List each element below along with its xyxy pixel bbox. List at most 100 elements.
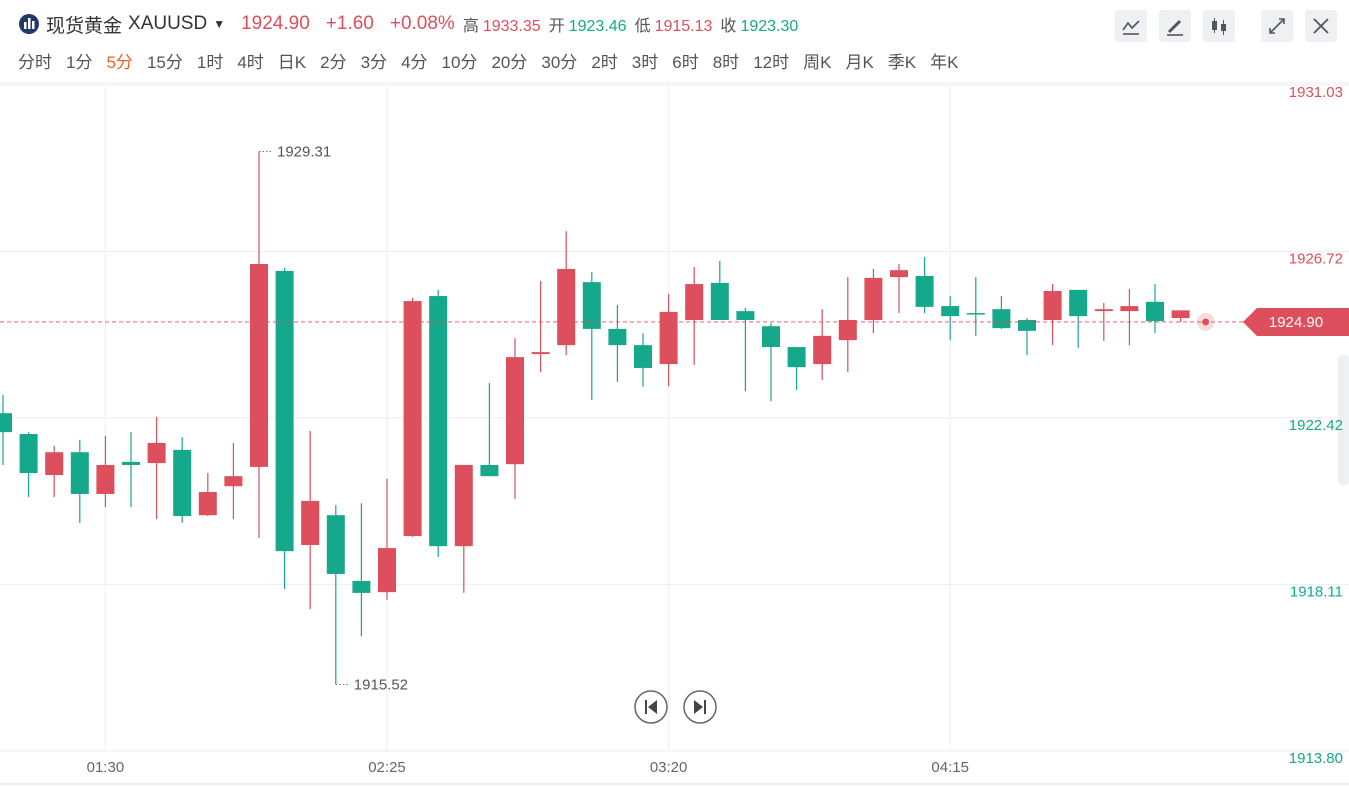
timeframe-tab[interactable]: 4分	[401, 53, 428, 72]
candle-body	[45, 452, 64, 476]
x-tick-label: 02:25	[368, 759, 406, 776]
candle-body	[301, 500, 320, 545]
change: +1.60	[325, 13, 374, 34]
timeframe-tab[interactable]: 季K	[887, 53, 917, 72]
timeframe-tab[interactable]: 年K	[930, 53, 959, 72]
last-price-tag	[1243, 307, 1349, 336]
candle-body	[1018, 320, 1036, 331]
candle-body	[122, 461, 140, 465]
candle-body	[1094, 309, 1113, 312]
candle-body	[480, 464, 499, 477]
dropdown[interactable]: ▼	[213, 17, 226, 31]
timeframe-tabs: 分时 1分 5分 15分 1时 4时 日K 2分 3分 4分 10分 20分 30分 2时 3时 6时 8时 12…	[18, 48, 972, 73]
y-tick-label: 1926.72	[1289, 251, 1343, 268]
candle-body	[531, 352, 550, 355]
candle-body	[275, 270, 294, 552]
fullscreen-button[interactable]	[1261, 10, 1293, 42]
prev-button[interactable]	[634, 690, 668, 724]
timeframe-tab[interactable]: 6时	[672, 53, 699, 72]
candle-body	[506, 357, 524, 465]
candle-body	[710, 282, 729, 321]
stat: 收 1923.30	[720, 18, 798, 35]
candle-body	[326, 515, 345, 574]
timeframe-tab[interactable]: 1时	[196, 53, 224, 72]
timeframe-tab[interactable]: 周K	[803, 53, 832, 72]
y-tick-label: 1918.11	[1290, 583, 1343, 600]
timeframe-tab[interactable]: 12时	[753, 53, 790, 72]
timeframe-tab[interactable]: 3时	[631, 53, 659, 72]
timeframe-tab[interactable]: 3分	[360, 53, 388, 72]
candle-body	[787, 347, 806, 368]
candle-body	[736, 311, 755, 321]
draw-button[interactable]	[1159, 10, 1191, 42]
timeframe-tab[interactable]: 1分	[66, 53, 93, 72]
timeframe-tab[interactable]: 15分	[146, 53, 183, 72]
change-pct: +0.08%	[389, 13, 455, 34]
timeframe-tab[interactable]: 日K	[277, 53, 307, 72]
candle-body	[1069, 289, 1088, 317]
toolbar	[1103, 10, 1337, 42]
symbol[interactable]: XAUUSD	[128, 13, 208, 34]
timeframe-tab[interactable]: 8时	[712, 53, 740, 72]
candle-body	[1120, 306, 1139, 312]
scroll-handle[interactable]	[1338, 355, 1349, 485]
x-tick-label: 01:30	[87, 759, 125, 776]
stat: 低 1915.13	[635, 18, 713, 35]
timeframe-tab[interactable]: 5分	[106, 53, 133, 72]
chart-type-button[interactable]	[1203, 10, 1235, 42]
stats: 高 1933.35 开 1923.46 低 1915.13 收 1923.30	[455, 12, 798, 37]
candle-body	[864, 277, 883, 321]
candle-body	[96, 464, 115, 494]
candle-body	[992, 309, 1011, 329]
close-button[interactable]	[1305, 10, 1337, 42]
candle-body	[762, 326, 780, 348]
candle-body	[198, 492, 217, 516]
stat: 高 1933.35	[463, 18, 541, 35]
stat-value: 1933.35	[482, 17, 541, 35]
stat: 开 1923.46	[549, 18, 627, 35]
candle-body	[634, 345, 652, 368]
candle-body	[838, 320, 857, 341]
stat-value: 1923.46	[568, 17, 627, 35]
timeframe-tab[interactable]: 30分	[541, 53, 578, 72]
next-button[interactable]	[683, 690, 717, 724]
timeframe-tab[interactable]: 月K	[845, 53, 874, 72]
candle-body	[454, 464, 473, 547]
stat-value: 1923.30	[740, 17, 799, 35]
y-tick-label: 1931.03	[1289, 84, 1343, 101]
candle-body	[813, 335, 832, 365]
timeframe-tab[interactable]: 分时	[18, 53, 52, 72]
candle-body	[1171, 310, 1190, 319]
y-tick-label: 1922.42	[1289, 417, 1343, 434]
extreme-label: 1929.31	[277, 143, 331, 160]
header: 现货黄金 XAUUSD ▼ 1924.90 +1.60 +0.08% 高 1933…	[18, 10, 798, 38]
candle-body	[429, 296, 448, 547]
candle-body	[19, 434, 38, 474]
timeframe-tab[interactable]: 2时	[591, 53, 618, 72]
candle-body	[173, 449, 192, 516]
stat-label: 低	[634, 17, 651, 35]
candle-body	[403, 301, 422, 537]
timeframe-tab[interactable]: 2分	[320, 53, 347, 72]
candle-body	[685, 284, 704, 321]
candle-body	[608, 328, 627, 346]
timeframe-tab[interactable]: 10分	[441, 53, 478, 72]
candle-body	[352, 580, 371, 593]
stat-label: 开	[548, 17, 565, 35]
candle-body	[224, 476, 243, 487]
candle-body	[582, 282, 601, 329]
stat-value: 1915.13	[654, 17, 713, 35]
timeframe-tab[interactable]: 20分	[491, 53, 528, 72]
timeframe-tab[interactable]: 4时	[237, 53, 264, 72]
price: 1924.90	[241, 13, 310, 34]
name: 现货黄金	[46, 15, 123, 37]
candle-body	[378, 548, 396, 593]
candle-body	[659, 311, 678, 365]
candle-body	[557, 268, 576, 346]
candle-body	[915, 275, 934, 307]
indicator-button[interactable]	[1115, 10, 1147, 42]
candle-body	[966, 313, 985, 315]
stat-label: 收	[720, 17, 737, 35]
